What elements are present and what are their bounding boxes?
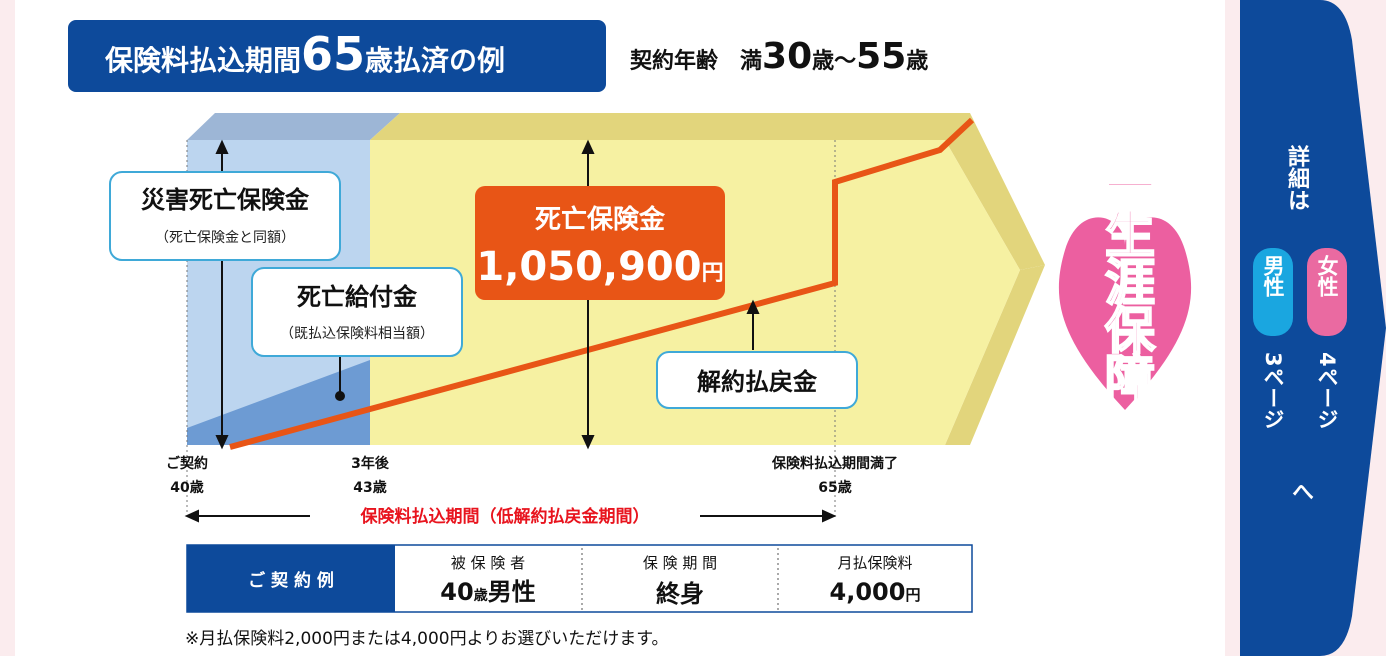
female-page: 4ページ (1314, 352, 1340, 430)
diagram: 保険料払込期間65歳払済の例 契約年齢 満30歳〜55歳 災害死亡保険金 （死亡… (0, 0, 1386, 656)
male-page: 3ページ (1260, 352, 1286, 430)
age-label: 契約年齢 満 (629, 48, 762, 74)
amount: 1,050,900 (476, 244, 701, 290)
title-suffix: 歳払済の例 (365, 44, 505, 77)
callout-title: 死亡給付金 (297, 283, 418, 311)
timeline-label: 43歳 (353, 479, 386, 496)
table-cells: 被 保 険 者 40歳男性 保 険 期 間 終身 月払保険料 4,000円 (440, 554, 920, 608)
value: 40 (440, 578, 473, 606)
female-label: 女性 (1314, 255, 1340, 297)
timeline-label: 40歳 (170, 479, 203, 496)
amount-unit: 円 (702, 261, 724, 286)
callout-title: 解約払戻金 (697, 368, 818, 396)
footnote: ※月払保険料2,000円または4,000円よりお選びいただけます。 (185, 629, 669, 649)
age-from: 30 (762, 36, 812, 77)
callout-note: （死亡保険金と同額） (155, 230, 295, 246)
period-label: 保険料払込期間（低解約払戻金期間） (360, 506, 650, 527)
age-sep: 歳〜 (812, 49, 856, 74)
lifetime-label: 一生涯保障 (1097, 160, 1155, 400)
death-title: 死亡保険金 (535, 204, 666, 235)
title-age: 65 (301, 27, 365, 81)
callout-box (252, 268, 462, 356)
age-unit: 歳 (906, 49, 928, 74)
callout-title: 災害死亡保険金 (141, 186, 310, 214)
page: 保険料払込期間65歳払済の例 契約年齢 満30歳〜55歳 災害死亡保険金 （死亡… (0, 0, 1386, 656)
callout-note: （既払込保険料相当額） (280, 326, 434, 342)
timeline-label: 3年後 (351, 455, 390, 472)
timeline-label: 65歳 (818, 479, 851, 496)
unit: 歳 (474, 587, 488, 604)
death-amount: 1,050,900円 (476, 244, 723, 290)
title-prefix: 保険料払込期間 (105, 44, 301, 77)
side-to: へ (1287, 480, 1313, 502)
cell-label: 被 保 険 者 (451, 554, 525, 572)
bevel-blue (187, 113, 400, 140)
cell-label: 保 険 期 間 (643, 554, 717, 572)
age-to: 55 (856, 36, 906, 77)
cell-value: 40歳男性 (440, 578, 535, 606)
timeline-label: 保険料払込期間満了 (771, 455, 898, 472)
side-lead: 詳細は (1283, 145, 1309, 211)
unit: 円 (905, 586, 920, 604)
timeline-label: ご契約 (166, 455, 208, 472)
cell-label: 月払保険料 (837, 554, 912, 572)
value: 4,000 (830, 578, 906, 606)
cell-value: 終身 (656, 580, 704, 608)
extra: 男性 (488, 578, 536, 606)
male-label: 男性 (1260, 255, 1286, 297)
table-header: ご 契 約 例 (248, 570, 334, 591)
